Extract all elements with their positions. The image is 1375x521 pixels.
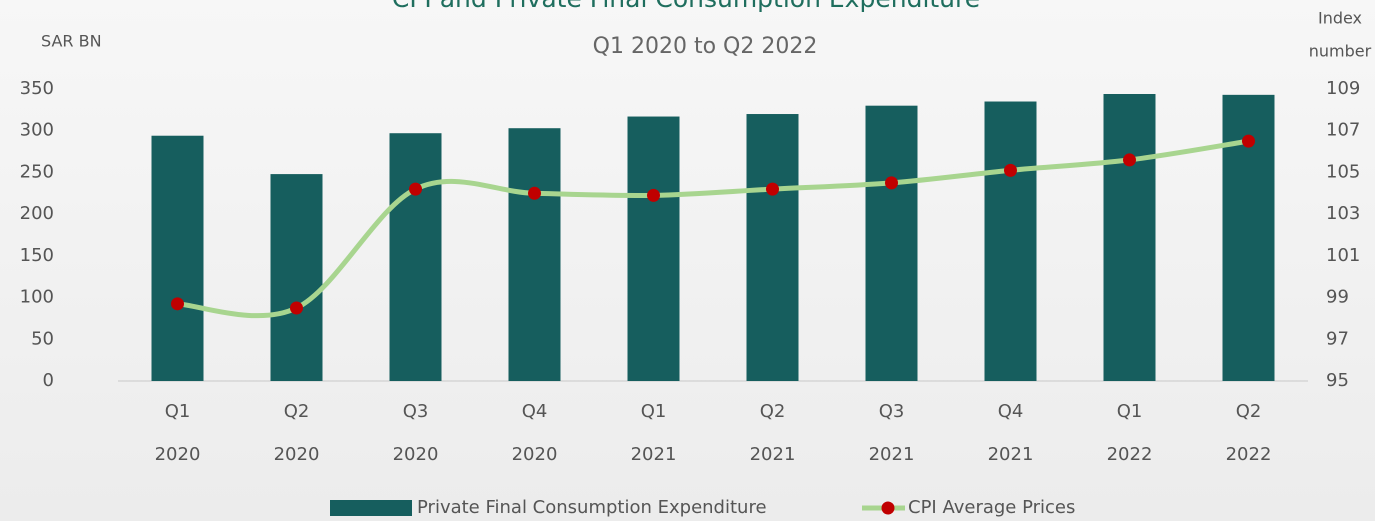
- x-tick-label: Q3: [403, 401, 429, 422]
- bar: [151, 135, 204, 381]
- y-tick-label: 0: [43, 370, 54, 391]
- y-tick-label: 200: [20, 203, 54, 224]
- marker: [409, 182, 422, 196]
- x-tick-label: 2021: [631, 444, 677, 465]
- marker: [647, 188, 660, 202]
- chart-title: CPI and Private Final Consumption Expend…: [392, 0, 980, 13]
- marker: [1123, 153, 1136, 167]
- legend-label: Private Final Consumption Expenditure: [417, 497, 767, 518]
- x-tick-label: Q1: [1117, 401, 1143, 422]
- bar: [984, 101, 1037, 381]
- y2-tick-label: 95: [1326, 370, 1349, 391]
- y-axis-label: SAR BN: [41, 32, 102, 51]
- x-tick-label: Q3: [879, 401, 905, 422]
- y2-tick-label: 105: [1326, 161, 1360, 182]
- x-tick-label: 2021: [750, 444, 796, 465]
- y-tick-label: 50: [31, 328, 54, 349]
- x-tick-label: Q2: [760, 401, 786, 422]
- x-tick-label: Q2: [284, 401, 310, 422]
- bar: [389, 133, 442, 381]
- marker: [290, 301, 303, 315]
- y2-tick-label: 101: [1326, 245, 1360, 266]
- chart-subtitle: Q1 2020 to Q2 2022: [593, 34, 818, 59]
- bar: [508, 128, 561, 381]
- y2-axis-label: Index: [1318, 9, 1362, 28]
- marker: [885, 176, 898, 190]
- x-tick-label: 2022: [1107, 444, 1153, 465]
- y-tick-label: 300: [20, 120, 54, 141]
- y2-tick-label: 99: [1326, 287, 1349, 308]
- legend-swatch: [881, 501, 895, 515]
- y-tick-label: 350: [20, 78, 54, 99]
- legend-label: CPI Average Prices: [908, 497, 1075, 518]
- x-tick-label: Q1: [641, 401, 667, 422]
- bar: [1103, 94, 1156, 382]
- marker: [528, 186, 541, 200]
- marker: [171, 297, 184, 311]
- marker: [1004, 163, 1017, 177]
- x-tick-label: 2021: [869, 444, 915, 465]
- x-tick-label: 2020: [155, 444, 201, 465]
- x-tick-label: Q4: [998, 401, 1024, 422]
- y2-tick-label: 109: [1326, 78, 1360, 99]
- marker: [1242, 134, 1255, 148]
- y-tick-label: 250: [20, 161, 54, 182]
- bar: [270, 174, 323, 381]
- x-tick-label: Q2: [1236, 401, 1262, 422]
- x-tick-label: 2020: [393, 444, 439, 465]
- x-tick-label: 2020: [274, 444, 320, 465]
- x-tick-label: 2021: [988, 444, 1034, 465]
- marker: [766, 182, 779, 196]
- x-tick-label: Q1: [165, 401, 191, 422]
- bar: [746, 114, 799, 382]
- x-tick-label: 2020: [512, 444, 558, 465]
- y2-tick-label: 97: [1326, 328, 1349, 349]
- y2-tick-label: 107: [1326, 120, 1360, 141]
- y-tick-label: 150: [20, 245, 54, 266]
- legend-swatch: [330, 500, 412, 516]
- line: [177, 138, 1249, 319]
- y2-axis-label: number: [1309, 42, 1372, 61]
- bar: [627, 116, 680, 381]
- y-tick-label: 100: [20, 287, 54, 308]
- bar: [865, 105, 918, 381]
- x-tick-label: 2022: [1226, 444, 1272, 465]
- x-tick-label: Q4: [522, 401, 548, 422]
- y2-tick-label: 103: [1326, 203, 1360, 224]
